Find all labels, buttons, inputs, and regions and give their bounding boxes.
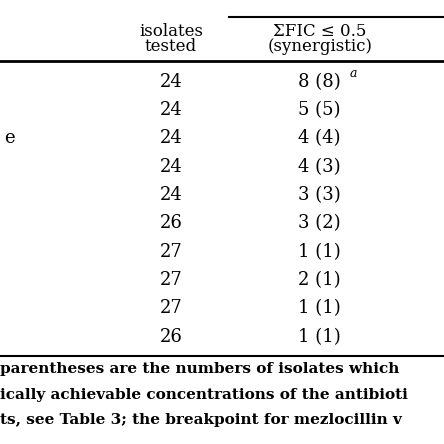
Text: 1 (1): 1 (1) [298,328,341,345]
Text: 3 (3): 3 (3) [298,186,341,204]
Text: 24: 24 [159,186,182,204]
Text: 26: 26 [159,328,182,345]
Text: 2 (1): 2 (1) [298,271,341,289]
Text: 27: 27 [159,299,182,317]
Text: 27: 27 [159,271,182,289]
Text: 24: 24 [159,101,182,119]
Text: 5 (5): 5 (5) [298,101,341,119]
Text: 27: 27 [159,242,182,261]
Text: 1 (1): 1 (1) [298,242,341,261]
Text: 3 (2): 3 (2) [298,214,341,232]
Text: 4 (4): 4 (4) [298,129,341,147]
Text: 24: 24 [159,129,182,147]
Text: a: a [350,67,357,80]
Text: 24: 24 [159,158,182,176]
Text: 24: 24 [159,73,182,91]
Text: e: e [4,129,15,147]
Text: 8 (8): 8 (8) [298,73,341,91]
Text: 4 (3): 4 (3) [298,158,341,176]
Text: parentheses are the numbers of isolates which: parentheses are the numbers of isolates … [0,362,399,377]
Text: ts, see Table 3; the breakpoint for mezlocillin v: ts, see Table 3; the breakpoint for mezl… [0,413,402,427]
Text: ΣFIC ≤ 0.5: ΣFIC ≤ 0.5 [273,23,366,40]
Text: isolates: isolates [139,23,203,40]
Text: tested: tested [145,38,197,55]
Text: ically achievable concentrations of the antibioti: ically achievable concentrations of the … [0,388,408,402]
Text: 1 (1): 1 (1) [298,299,341,317]
Text: 26: 26 [159,214,182,232]
Text: (synergistic): (synergistic) [267,38,372,55]
